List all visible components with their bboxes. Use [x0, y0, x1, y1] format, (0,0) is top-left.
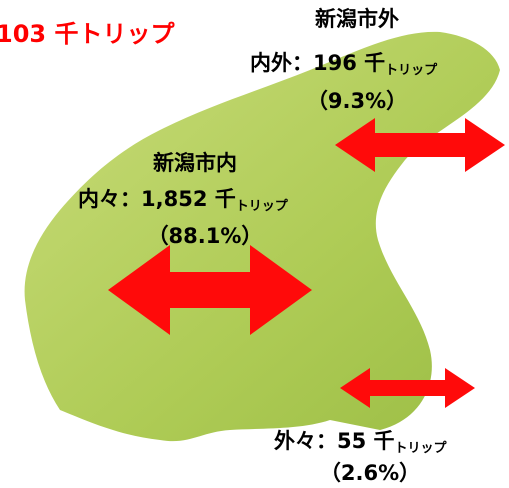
inside-value: 内々：1,852 千トリップ: [78, 187, 289, 214]
arrow-outside: [335, 118, 505, 172]
outside-number: 内外：196 千: [250, 51, 385, 75]
inside-title: 新潟市内: [153, 151, 237, 175]
inside-number: 内々：1,852 千: [78, 187, 236, 211]
total-label: 103 千トリップ: [0, 20, 175, 48]
inside-unit: トリップ: [236, 199, 289, 214]
flow-arrows: [108, 118, 505, 408]
external-number: 外々：55 千: [274, 429, 395, 453]
outside-unit: トリップ: [385, 63, 438, 78]
arrow-inside: [108, 245, 312, 335]
external-share: （2.6%）: [320, 461, 420, 485]
inside-share: （88.1%）: [148, 224, 263, 248]
outside-value: 内外：196 千トリップ: [250, 51, 438, 78]
arrow-external: [340, 368, 475, 408]
outside-share: （9.3%）: [307, 89, 407, 113]
outside-title: 新潟市外: [315, 7, 399, 31]
external-unit: トリップ: [395, 441, 448, 456]
external-value: 外々：55 千トリップ: [274, 429, 448, 456]
